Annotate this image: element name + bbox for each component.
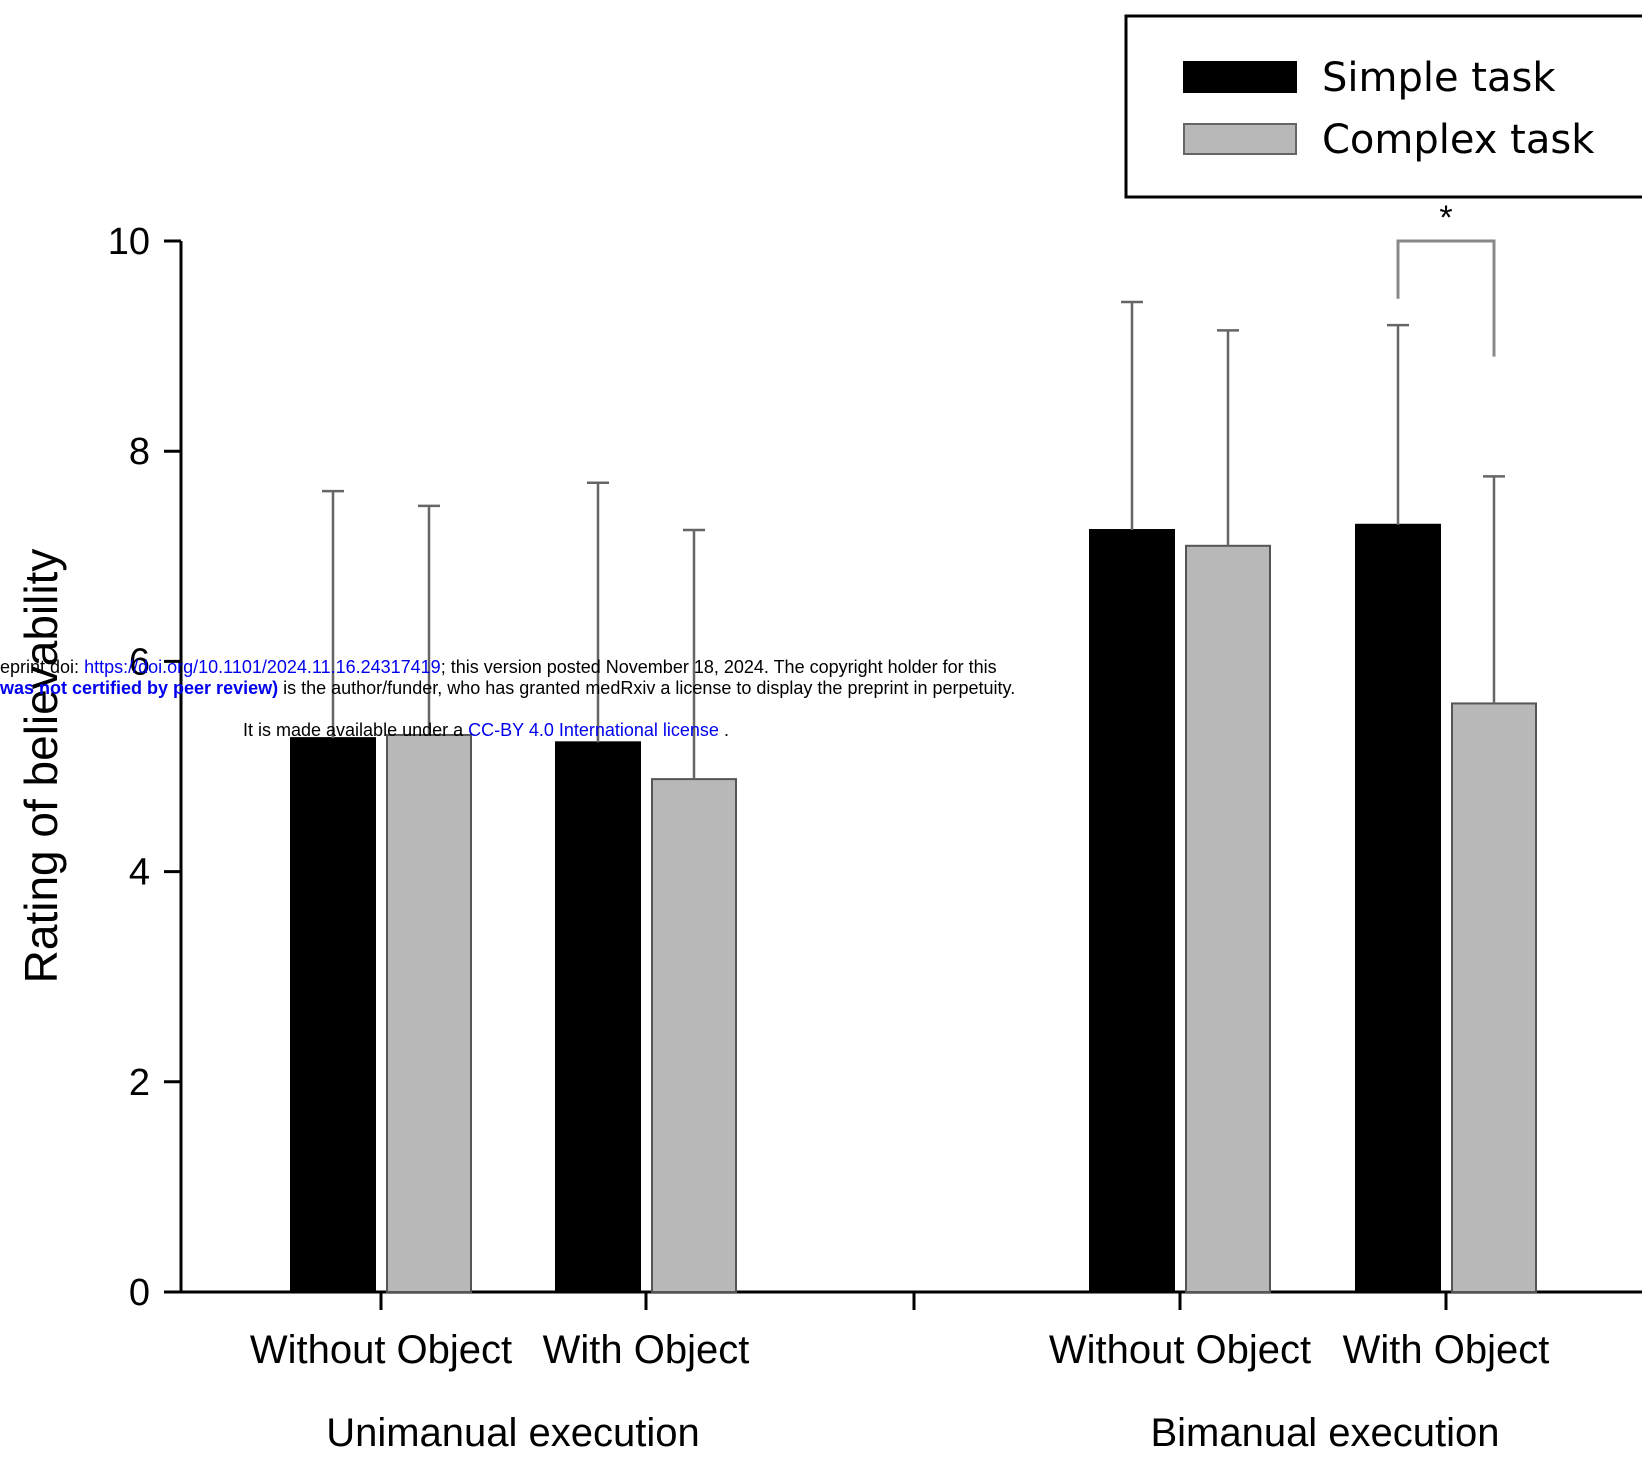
banner-version-text: ; this version posted November 18, 2024.… [440,657,997,677]
y-tick-label: 0 [129,1272,150,1314]
bar-simple-2 [1089,529,1175,1293]
legend-label-complex: Complex task [1322,117,1595,163]
category-label: Without Object [250,1328,512,1372]
license-prefix: It is made available under a [243,720,469,740]
license-link[interactable]: CC-BY 4.0 International license [468,720,719,740]
preprint-banner-line-1: eprint doi: https://doi.org/10.1101/2024… [0,657,997,677]
legend: Simple task Complex task [1124,14,1642,199]
category-label: With Object [1343,1328,1550,1372]
group-label: Bimanual execution [1150,1411,1499,1455]
bar-complex-2 [1185,544,1271,1293]
legend-label-simple: Simple task [1322,55,1556,101]
group-label: Unimanual execution [326,1411,700,1455]
bar-simple-3 [1355,523,1441,1293]
y-tick-label: 6 [129,641,150,683]
significance-star: * [1439,199,1452,237]
bar-complex-0 [386,733,472,1293]
category-label: Without Object [1049,1328,1311,1372]
banner-prefix: eprint doi: [0,657,85,677]
y-axis-title: Rating of believability [15,549,67,984]
significance-annotation: * [1396,199,1496,357]
peer-review-note: was not certified by peer review) [0,678,279,698]
y-tick-label: 4 [129,852,150,894]
doi-link[interactable]: https://doi.org/10.1101/2024.11.16.24317… [84,657,441,677]
y-tick-label: 8 [129,431,150,473]
y-tick-label: 2 [129,1062,150,1104]
legend-swatch-complex [1183,123,1297,155]
significance-bracket [1396,239,1496,357]
category-label: With Object [543,1328,750,1372]
error-bars [322,300,1505,780]
bar-complex-1 [651,778,737,1293]
legend-box [1124,14,1642,199]
bar-complex-3 [1451,702,1537,1293]
bar-simple-1 [555,741,641,1293]
y-tick-label: 10 [108,221,150,263]
license-suffix: . [718,720,729,740]
axis-labels: Without Object With Object Without Object W… [15,549,1549,1455]
bar-simple-0 [290,737,376,1293]
preprint-banner-line-3: It is made available under a CC-BY 4.0 I… [243,720,729,740]
bars [290,523,1537,1293]
legend-swatch-simple [1183,61,1297,93]
license-grant-text: is the author/funder, who has granted me… [278,678,1016,698]
preprint-banner-line-2: was not certified by peer review) is the… [0,678,1015,698]
